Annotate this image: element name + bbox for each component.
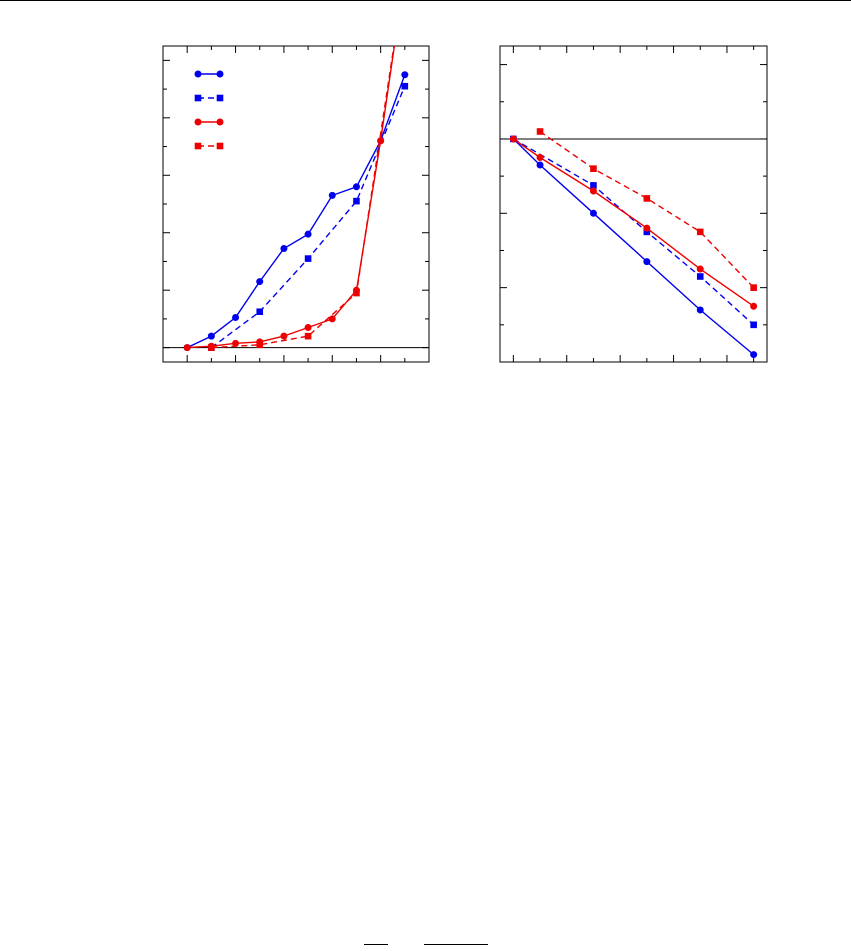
data-point-circle [183,344,191,352]
data-point-circle [377,137,385,145]
series-group [183,46,409,352]
data-point-square [256,308,264,316]
data-point-circle [304,230,312,238]
data-point-circle [750,302,758,310]
legend-marker-circle [216,118,224,126]
legend-marker-circle [194,118,202,126]
plot-frame [499,45,768,363]
legend-marker-circle [194,70,202,78]
data-point-circle [643,258,651,266]
data-point-square [208,344,215,351]
data-point-circle [232,313,240,321]
data-point-circle [280,245,288,253]
series-line-red-dashed [211,46,395,349]
data-point-circle [207,332,215,340]
data-point-circle [401,71,409,79]
data-point-circle [256,278,264,286]
data-point-circle [589,209,597,217]
data-point-circle [536,161,544,169]
fraction-bar-long [424,944,488,945]
series-line-blue-solid [512,138,755,356]
data-point-square [304,255,312,262]
data-point-circle [536,154,544,162]
data-point-square [643,195,651,202]
data-point-circle [509,135,517,143]
data-point-square [590,182,597,189]
series-line-blue-dashed [210,85,406,349]
data-point-circle [304,324,312,332]
legend-marker-square [216,142,224,150]
legend-marker-square [194,94,202,102]
data-point-square [536,128,544,135]
plot-frame [162,45,430,363]
data-point-square [353,289,360,297]
data-point-circle [352,183,360,191]
top-rule [0,0,851,1]
series-line-red-solid [512,138,754,307]
legend-marker-square [194,142,202,150]
data-point-circle [280,332,288,340]
data-point-square [750,321,757,329]
right-chart-panel [499,45,768,363]
data-point-square [353,197,360,205]
data-point-circle [696,265,704,273]
legend-marker-square [216,94,224,102]
fraction-bar-short [364,944,388,945]
legend-marker-circle [216,70,224,78]
data-point-square [750,284,757,291]
data-point-circle [696,306,704,314]
series-line-blue-dashed [513,138,755,326]
data-point-circle [328,191,336,199]
data-point-square [696,273,704,280]
data-point-circle [643,224,651,232]
data-point-square [401,82,409,90]
series-line-red-solid [187,46,396,349]
data-point-square [696,228,704,236]
left-chart-panel [162,45,430,363]
data-point-circle [328,315,336,323]
data-point-circle [750,351,758,359]
data-point-circle [589,187,597,195]
data-point-square [304,332,312,340]
data-point-square [590,165,597,172]
data-point-square [643,228,651,236]
series-group [509,128,758,359]
series-line-blue-solid [186,74,406,349]
data-point-circle [232,339,240,347]
series-line-red-dashed [539,130,755,289]
data-point-square [256,341,264,349]
